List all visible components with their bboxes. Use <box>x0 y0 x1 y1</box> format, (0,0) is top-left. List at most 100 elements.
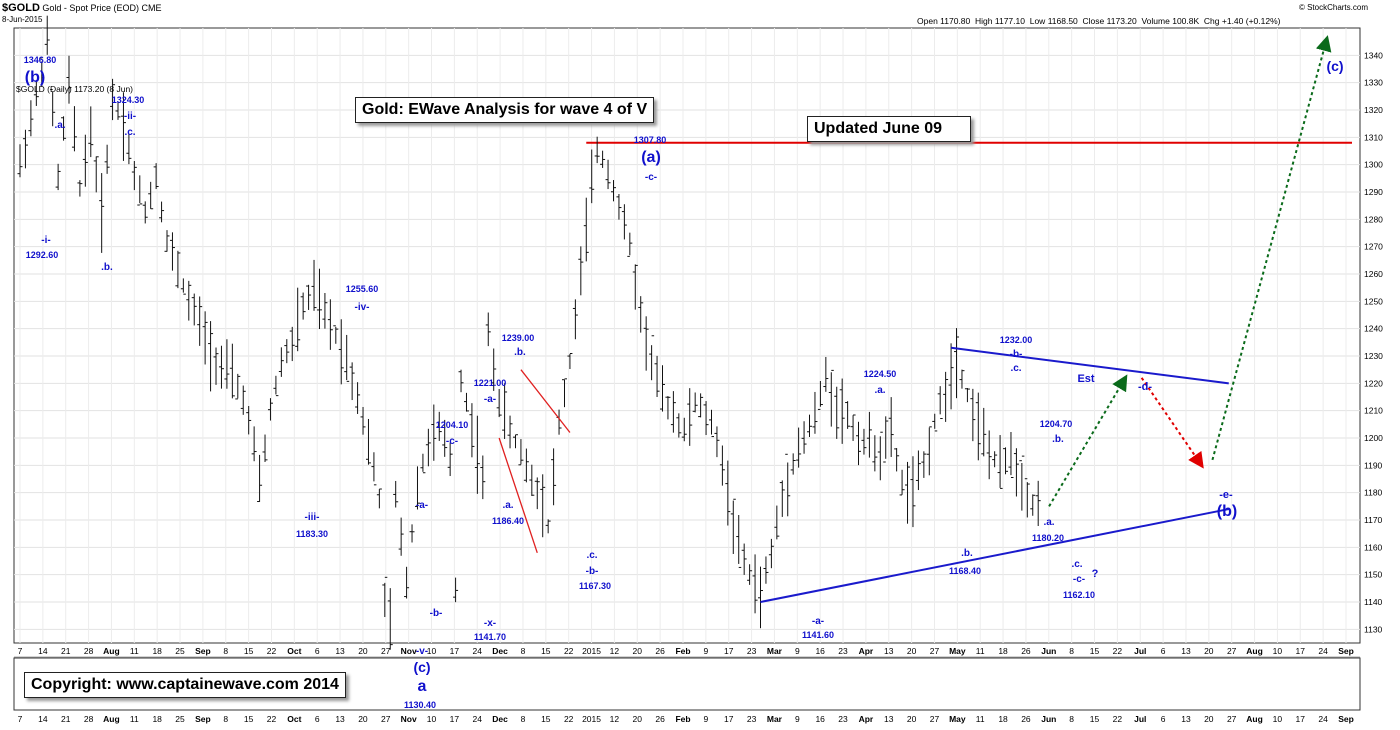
ohlc-bar <box>229 343 235 399</box>
x-tick-label: 8 <box>521 646 526 656</box>
ohlc-bar <box>442 419 448 457</box>
x-tick-label: 22 <box>564 646 574 656</box>
wave-label: .a. <box>54 120 65 131</box>
x-tick-label-lower: 9 <box>703 714 708 724</box>
x-tick-label: 17 <box>1296 646 1306 656</box>
x-tick-label-lower: Aug <box>1246 714 1263 724</box>
x-tick-label-lower: 10 <box>427 714 437 724</box>
wave-label: 1130.40 <box>404 700 436 710</box>
y-tick-label: 1230 <box>1364 351 1383 361</box>
wave-label: 1204.70 <box>1040 419 1073 429</box>
brand-link[interactable]: © StockCharts.com <box>1298 3 1368 12</box>
ohlc-bar <box>649 335 655 381</box>
wave-label: -d- <box>1138 381 1152 393</box>
ohlc-bar <box>137 175 143 206</box>
x-tick-label-lower: 20 <box>633 714 643 724</box>
ohlc-bar <box>267 398 273 421</box>
ohlc-bar <box>447 442 453 477</box>
wave-label: 1346.80 <box>24 55 57 65</box>
close-value: 1173.20 <box>1106 16 1137 26</box>
ohlc-bar <box>316 268 322 330</box>
y-tick-label: 1330 <box>1364 78 1383 88</box>
ohlc-bar <box>801 421 807 454</box>
chg-label: Chg <box>1203 16 1220 26</box>
x-tick-label-lower: 25 <box>175 714 185 724</box>
x-tick-label: 17 <box>724 646 734 656</box>
x-tick-label: 20 <box>633 646 643 656</box>
copyright-note: Copyright: www.captainewave.com 2014 <box>24 672 346 698</box>
x-tick-label: 9 <box>795 646 800 656</box>
low-label: Low <box>1029 16 1046 26</box>
y-tick-label: 1240 <box>1364 324 1383 334</box>
low-value: 1168.50 <box>1047 16 1078 26</box>
ohlc-bar <box>71 106 77 152</box>
ohlc-bar <box>82 134 88 187</box>
x-tick-label-lower: Mar <box>767 714 783 724</box>
ohlc-bar <box>474 415 480 494</box>
x-tick-label: 17 <box>450 646 460 656</box>
ohlc-bar <box>44 15 50 55</box>
open-value: 1170.80 <box>940 16 971 26</box>
ohlc-bar <box>915 450 921 491</box>
ohlc-bar <box>719 445 725 486</box>
ohlc-bar <box>93 156 99 193</box>
wave-label: Est <box>1077 373 1094 385</box>
ohlc-bar <box>845 401 851 429</box>
ohlc-bar <box>453 577 459 603</box>
ohlc-bar <box>208 321 214 392</box>
ohlc-bar <box>730 498 736 554</box>
ohlc-bar <box>954 328 960 399</box>
high-value: 1177.10 <box>994 16 1025 26</box>
x-tick-label-lower: 22 <box>1113 714 1123 724</box>
wave-label: 1141.60 <box>802 630 834 640</box>
plot-area <box>13 27 1361 644</box>
ohlc-bar <box>627 232 633 257</box>
ohlc-bar <box>104 144 110 174</box>
ohlc-bar <box>905 461 911 524</box>
wave-label: 1180.20 <box>1032 533 1064 543</box>
y-tick-label: 1250 <box>1364 296 1383 306</box>
x-tick-label-lower: 15 <box>1090 714 1100 724</box>
ohlc-bar <box>676 413 682 438</box>
projection-arrow-d <box>1048 374 1128 507</box>
y-tick-label: 1200 <box>1364 433 1383 443</box>
upper-trendline <box>950 346 1229 385</box>
ohlc-bar <box>502 383 508 439</box>
symbol: $GOLD <box>2 2 40 14</box>
x-tick-label-lower: 12 <box>610 714 620 724</box>
x-tick-label-lower: 24 <box>1318 714 1328 724</box>
ohlc-bar <box>186 280 192 321</box>
ohlc-bar <box>594 136 600 164</box>
x-tick-label: 20 <box>358 646 368 656</box>
ohlc-bar <box>850 414 856 441</box>
ohlc-bar <box>360 406 366 435</box>
y-tick-label: 1180 <box>1364 488 1383 498</box>
wave-label: (b) <box>25 69 45 86</box>
ohlc-bar <box>981 407 987 457</box>
ohlc-bar <box>888 397 894 457</box>
y-tick-label: 1290 <box>1364 187 1383 197</box>
x-tick-label: 2015 <box>582 646 601 656</box>
x-tick-label-lower: 23 <box>838 714 848 724</box>
x-tick-label-lower: Jul <box>1134 714 1146 724</box>
x-tick-label: Dec <box>492 646 508 656</box>
x-tick-label: 13 <box>335 646 345 656</box>
ohlc-bar <box>164 230 170 252</box>
ohlc-bar <box>964 387 970 403</box>
ohlc-bar <box>643 316 649 371</box>
ohlc-bar <box>790 453 796 475</box>
ohlc-bar <box>295 287 301 352</box>
ohlc-bar <box>943 371 949 422</box>
wave-label: 1183.30 <box>296 529 328 539</box>
x-tick-label-lower: Feb <box>675 714 690 724</box>
y-tick-label: 1220 <box>1364 378 1383 388</box>
wave-label: -c- <box>645 172 657 183</box>
x-tick-label-lower: 10 <box>1273 714 1283 724</box>
x-tick-label-lower: Sep <box>195 714 211 724</box>
ohlc-bar <box>398 517 404 556</box>
ohlc-bar <box>861 428 867 455</box>
wave-label: 1204.10 <box>436 420 469 430</box>
ohlc-bar <box>387 588 393 650</box>
ohlc-bar <box>278 347 284 377</box>
x-tick-label: Feb <box>675 646 690 656</box>
